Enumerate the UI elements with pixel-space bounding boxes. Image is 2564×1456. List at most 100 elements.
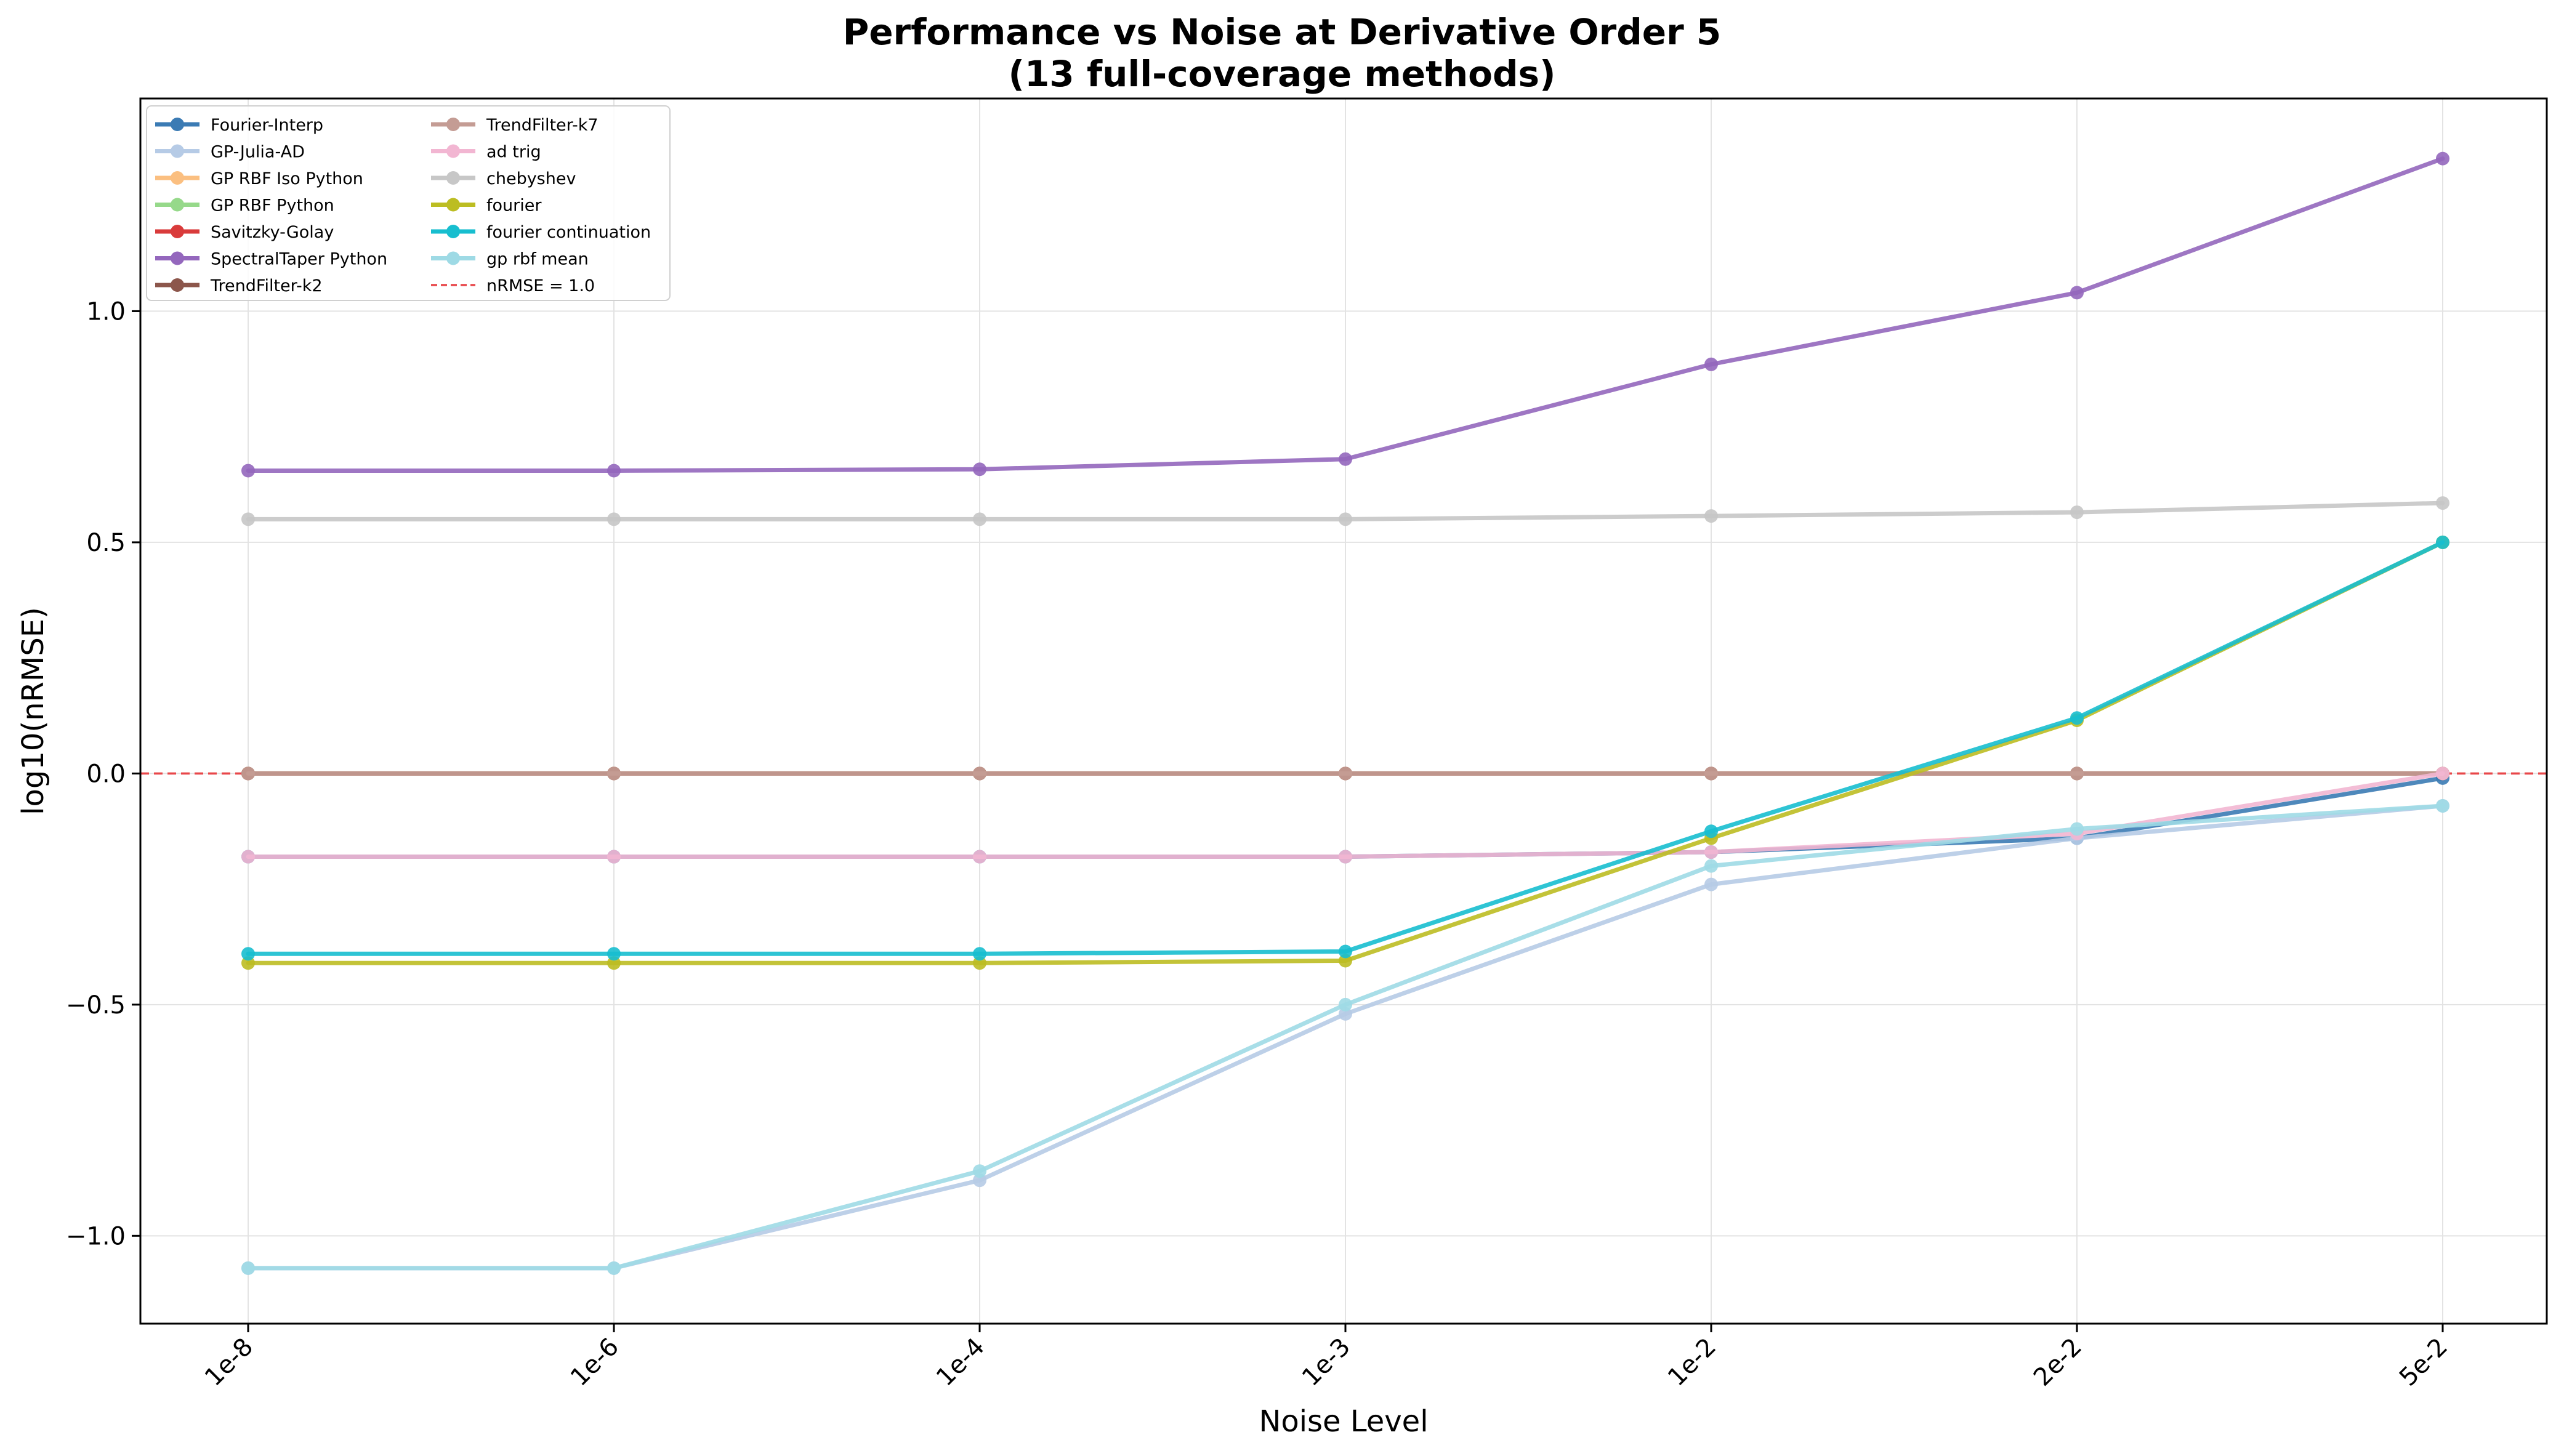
data-point	[973, 1164, 986, 1178]
legend-frame	[146, 105, 671, 301]
data-point	[1339, 452, 1352, 466]
legend-marker	[171, 251, 184, 265]
legend: Fourier-Interp GP-Julia-AD GP RBF Iso Pyth…	[146, 105, 671, 301]
data-point	[973, 947, 986, 961]
data-point	[1339, 512, 1352, 526]
x-tick-label: 1e-4	[931, 1333, 990, 1392]
data-point	[973, 850, 986, 864]
legend-item: chebyshev	[431, 169, 576, 188]
x-tick-label: 2e-2	[2028, 1333, 2087, 1392]
data-point	[607, 1261, 621, 1275]
data-point	[2070, 822, 2084, 836]
series-spectraltaper-python	[241, 151, 2449, 478]
legend-label: SpectralTaper Python	[211, 250, 387, 269]
data-point	[241, 947, 255, 961]
y-tick-label: 0.0	[86, 760, 126, 788]
data-point	[2436, 766, 2449, 781]
series-trendfilter-k7	[241, 766, 2449, 781]
series-chebyshev	[241, 496, 2449, 526]
legend-label: GP-Julia-AD	[211, 143, 305, 162]
x-axis-ticks: 1e-8 1e-6 1e-4 1e-3 1e-2 2e-2 5e-2	[200, 1324, 2453, 1392]
data-point	[1704, 845, 1718, 859]
data-point	[607, 850, 621, 864]
data-point	[973, 462, 986, 477]
legend-label: Fourier-Interp	[211, 116, 323, 135]
data-point	[1704, 877, 1718, 891]
legend-marker	[171, 278, 184, 292]
x-tick-label: 1e-6	[565, 1333, 624, 1392]
legend-label: ad trig	[486, 143, 541, 162]
legend-label: fourier	[486, 196, 542, 215]
data-point	[1704, 824, 1718, 839]
chart-title: Performance vs Noise at Derivative Order…	[843, 11, 1722, 53]
legend-marker	[171, 225, 184, 238]
legend-label: gp rbf mean	[486, 250, 589, 269]
legend-label: GP RBF Python	[211, 196, 334, 215]
data-point	[1704, 859, 1718, 873]
data-point	[1339, 850, 1352, 864]
legend-item: GP RBF Iso Python	[155, 169, 363, 188]
data-point	[241, 766, 255, 781]
legend-item: ad trig	[431, 143, 541, 162]
data-point	[2436, 798, 2449, 813]
legend-label: nRMSE = 1.0	[486, 276, 595, 296]
x-tick-label: 5e-2	[2394, 1333, 2453, 1392]
data-point	[1704, 509, 1718, 523]
legend-label: GP RBF Iso Python	[211, 169, 363, 188]
y-tick-label: −0.5	[66, 991, 126, 1020]
legend-marker	[171, 198, 184, 212]
x-tick-label: 1e-3	[1297, 1333, 1356, 1392]
chart-subtitle: (13 full-coverage methods)	[1008, 53, 1555, 95]
x-axis-label: Noise Level	[1259, 1404, 1428, 1439]
x-tick-label: 1e-8	[200, 1333, 259, 1392]
data-point	[607, 512, 621, 526]
legend-item: fourier	[431, 196, 542, 215]
data-point	[1339, 766, 1352, 781]
data-point	[1339, 944, 1352, 959]
data-point	[1704, 357, 1718, 371]
legend-item: nRMSE = 1.0	[431, 276, 595, 296]
plot-area-frame	[139, 97, 2548, 1325]
legend-label: chebyshev	[486, 169, 576, 188]
data-point	[2436, 535, 2449, 549]
data-point	[241, 850, 255, 864]
data-point	[241, 512, 255, 526]
data-point	[2070, 766, 2084, 781]
legend-item: SpectralTaper Python	[155, 250, 387, 269]
data-point	[1339, 997, 1352, 1012]
legend-item: Fourier-Interp	[155, 116, 323, 135]
legend-item: Savitzky-Golay	[155, 223, 334, 242]
legend-item: GP RBF Python	[155, 196, 334, 215]
series-fourier-continuation	[241, 535, 2449, 961]
data-point	[2436, 496, 2449, 510]
legend-item: TrendFilter-k2	[155, 276, 323, 296]
y-tick-label: 0.5	[86, 529, 126, 557]
data-point	[607, 464, 621, 478]
legend-label: TrendFilter-k7	[486, 116, 599, 135]
data-point	[607, 766, 621, 781]
y-tick-label: −1.0	[66, 1222, 126, 1250]
legend-marker	[446, 251, 460, 265]
data-point	[607, 947, 621, 961]
data-point	[1704, 766, 1718, 781]
x-tick-label: 1e-2	[1663, 1333, 1722, 1392]
legend-marker	[171, 171, 184, 185]
data-point	[2070, 505, 2084, 520]
data-point	[973, 766, 986, 781]
legend-marker	[446, 198, 460, 212]
legend-marker	[446, 225, 460, 238]
legend-marker	[446, 118, 460, 131]
y-tick-label: 1.0	[86, 297, 126, 326]
data-point	[241, 464, 255, 478]
legend-label: Savitzky-Golay	[211, 223, 334, 242]
legend-item: fourier continuation	[431, 223, 651, 242]
y-axis-ticks: −1.0 −0.5 0.0 0.5 1.0	[66, 297, 140, 1250]
legend-label: TrendFilter-k2	[210, 276, 323, 296]
legend-item: TrendFilter-k7	[431, 116, 599, 135]
data-point	[2436, 151, 2449, 166]
data-point	[2070, 286, 2084, 300]
legend-marker	[171, 144, 184, 158]
legend-label: fourier continuation	[486, 223, 651, 242]
data-point	[973, 512, 986, 526]
